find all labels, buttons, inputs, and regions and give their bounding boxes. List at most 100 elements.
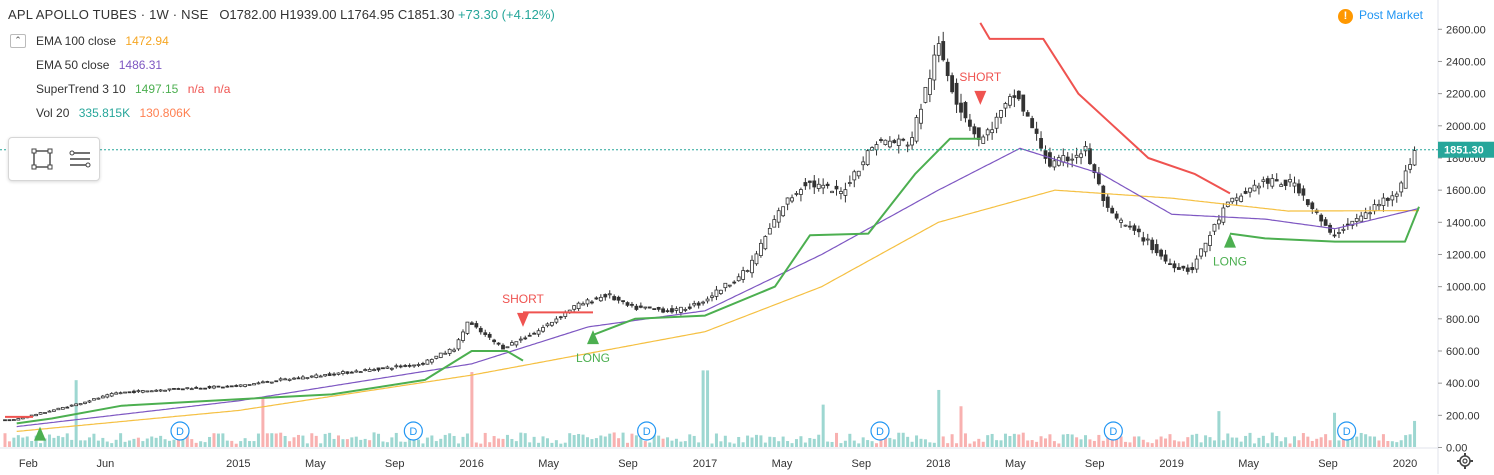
candle-body [812, 180, 817, 188]
volume-bar [1328, 440, 1332, 447]
indicator-ema50[interactable]: EMA 50 close 1486.31 [36, 58, 168, 72]
volume-bar [399, 441, 403, 447]
volume-bar [252, 441, 256, 447]
volume-bar [683, 441, 687, 447]
candle-body [38, 412, 43, 415]
post-market-label: Post Market [1359, 8, 1424, 22]
volume-bar [452, 435, 456, 447]
volume-bar [368, 440, 372, 447]
volume-bar [1324, 434, 1328, 447]
candle-body [634, 305, 639, 310]
volume-bar [639, 434, 643, 447]
candle-body [1145, 238, 1150, 241]
candle-body [532, 332, 537, 335]
collapse-icon[interactable]: ⌃ [10, 34, 26, 48]
candle-body [1301, 188, 1306, 196]
volume-bar [1137, 436, 1141, 447]
volume-bar [1150, 443, 1154, 447]
candle-body [381, 367, 385, 370]
volume-bar [955, 443, 959, 447]
volume-bar [732, 443, 736, 447]
candle-body [1394, 193, 1399, 197]
volume-bar [417, 439, 421, 447]
post-market-badge[interactable]: ! Post Market [1338, 8, 1423, 24]
volume-bar [1217, 411, 1221, 447]
candle-body [1341, 228, 1346, 231]
candle-body [1176, 267, 1181, 270]
volume-bar [786, 441, 790, 447]
candle-body [1154, 244, 1159, 254]
volume-bar [1043, 438, 1047, 447]
candle-body [865, 150, 870, 165]
volume-bar [1070, 434, 1074, 447]
gear-icon[interactable] [1456, 452, 1474, 470]
volume-bar [888, 437, 892, 447]
volume-bar [47, 434, 51, 447]
candle-body [727, 284, 732, 287]
volume-bar [1346, 436, 1350, 447]
candle-body [603, 294, 608, 298]
dividend-marker [870, 421, 890, 441]
candle-body [510, 342, 514, 346]
candle-body [732, 281, 737, 284]
volume-bar [1279, 441, 1283, 447]
y-tick-label: 2400.00 [1446, 56, 1486, 68]
symbol-title[interactable]: APL APOLLO TUBES · 1W · NSE [8, 7, 209, 22]
volume-bar [470, 372, 474, 447]
menu-lines-icon[interactable] [67, 146, 93, 172]
volume-bar [754, 434, 758, 447]
volume-bar [986, 435, 990, 447]
candle-body [754, 253, 759, 265]
candle-body [216, 385, 221, 388]
volume-bar [110, 443, 114, 447]
volume-bar [608, 433, 612, 447]
candle-body [847, 182, 852, 184]
candle-body [60, 407, 65, 410]
volume-bar [1146, 442, 1150, 447]
candle-body [349, 371, 354, 374]
ema100-line [16, 189, 1419, 432]
supertrend-up-line [1229, 206, 1420, 243]
candle-body [474, 323, 479, 328]
candle-body [243, 384, 248, 387]
volume-bar [794, 439, 798, 447]
candle-body [830, 190, 834, 194]
candle-body [692, 303, 697, 306]
candle-body [874, 144, 879, 151]
candle-body [296, 377, 301, 380]
indicator-supertrend[interactable]: SuperTrend 3 10 1497.15 n/a n/a [36, 82, 236, 96]
candle-body [981, 136, 986, 144]
volume-bar [225, 440, 229, 447]
volume-bar [1359, 432, 1363, 447]
volume-bar [505, 434, 509, 447]
candle-body [1408, 164, 1413, 170]
candle-body [34, 413, 39, 417]
volume-bar [870, 441, 874, 447]
volume-bar [390, 437, 394, 447]
x-tick-label: May [1238, 458, 1259, 470]
candle-body [252, 383, 256, 386]
volume-bar [630, 433, 634, 447]
candle-body [220, 386, 225, 389]
rectangle-tool-icon[interactable] [29, 146, 55, 172]
volume-bar [599, 435, 603, 447]
indicator-ema100[interactable]: EMA 100 close 1472.94 [36, 34, 175, 48]
volume-bar [706, 370, 710, 447]
volume-bar [528, 442, 532, 447]
candle-body [74, 403, 79, 407]
candle-body [354, 370, 359, 373]
candle-body [1279, 184, 1284, 187]
volume-bar [310, 433, 314, 447]
y-tick-label: 1600.00 [1446, 185, 1486, 197]
candle-body [323, 374, 328, 377]
candle-body [967, 119, 972, 127]
candle-body [505, 346, 510, 349]
x-tick-label: 2020 [1393, 458, 1417, 470]
volume-bar [972, 441, 976, 447]
indicator-volume[interactable]: Vol 20 335.815K 130.806K [36, 106, 197, 120]
volume-bar [652, 434, 656, 447]
candle-body [434, 355, 439, 359]
candle-body [385, 366, 390, 369]
drawing-toolbox [8, 137, 100, 181]
